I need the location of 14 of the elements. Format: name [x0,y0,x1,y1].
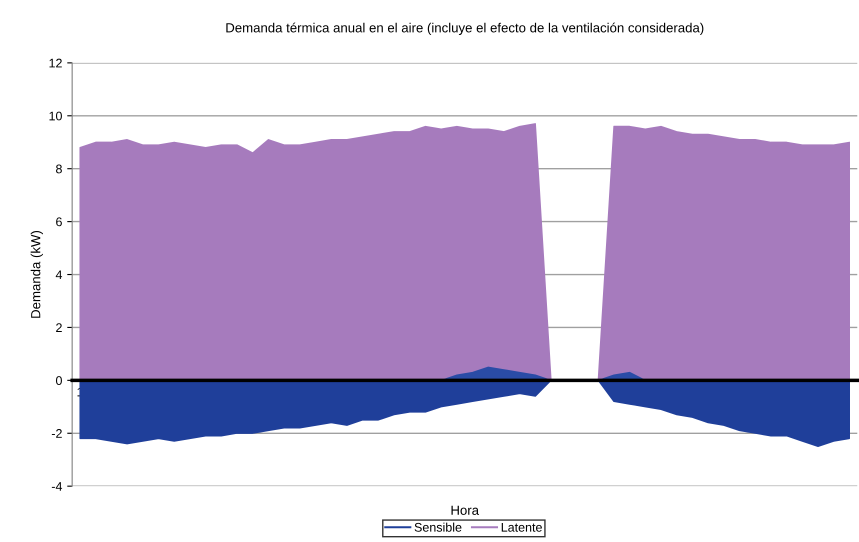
chart-title: Demanda térmica anual en el aire (incluye el efecto de la ventilación considerada) [226,22,704,36]
legend-label: Latente [502,523,542,532]
y-tick-label: 12 [49,58,62,68]
y-tick-label: 4 [56,270,62,280]
x-axis-title: Hora [452,506,480,515]
y-tick-label: 2 [56,323,62,332]
y-tick-label: 8 [56,164,62,174]
y-axis-title: Demanda (kW) [30,230,43,318]
y-tick-label: 0 [56,376,62,385]
legend-label: Sensible [414,522,462,532]
y-tick-label: 10 [49,112,62,120]
y-tick-label: 6 [56,217,62,226]
y-tick-label: -2 [52,429,62,438]
y-tick-label: -4 [52,482,62,491]
